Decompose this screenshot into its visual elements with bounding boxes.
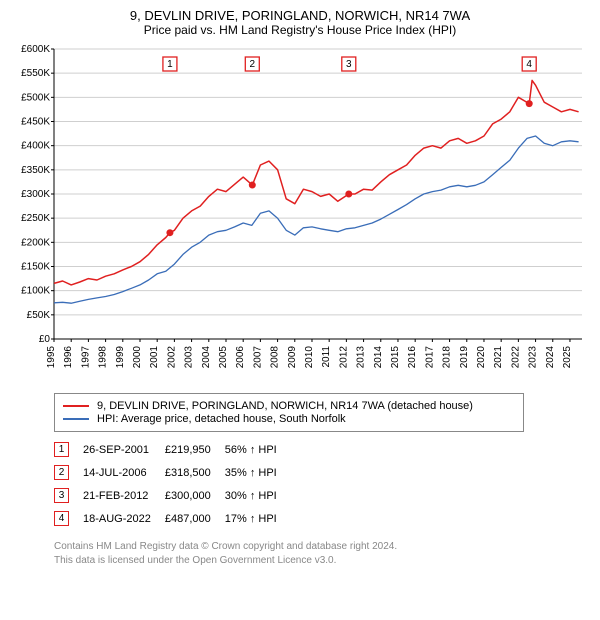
y-tick-label: £250K	[21, 213, 50, 224]
legend-label: HPI: Average price, detached house, Sout…	[97, 413, 346, 425]
table-row: 1 26-SEP-2001£219,95056% ↑ HPI	[54, 438, 291, 461]
y-tick-label: £50K	[27, 310, 51, 321]
sale-vs-hpi: 56% ↑ HPI	[225, 438, 291, 461]
x-tick-label: 2024	[545, 346, 556, 369]
series-hpi	[54, 136, 579, 303]
footer-line2: This data is licensed under the Open Gov…	[54, 554, 590, 568]
table-row: 3 21-FEB-2012£300,00030% ↑ HPI	[54, 484, 291, 507]
sale-point	[345, 191, 352, 198]
price-chart: £0 £50K £100K £150K £200K £250K £300K £350K £400…	[10, 43, 590, 383]
sale-marker-num: 3	[346, 59, 352, 70]
sale-date: 18-AUG-2022	[83, 507, 165, 530]
sale-marker-num: 1	[167, 59, 173, 70]
x-tick-label: 2014	[373, 346, 384, 369]
sale-point	[166, 229, 173, 236]
sale-vs-hpi: 35% ↑ HPI	[225, 461, 291, 484]
sale-price: £487,000	[165, 507, 225, 530]
footer-line1: Contains HM Land Registry data © Crown c…	[54, 540, 590, 554]
sale-date: 26-SEP-2001	[83, 438, 165, 461]
table-row: 4 18-AUG-2022£487,00017% ↑ HPI	[54, 507, 291, 530]
sales-table: 1 26-SEP-2001£219,95056% ↑ HPI 2 14-JUL-200…	[54, 438, 291, 530]
x-tick-label: 2016	[407, 346, 418, 369]
y-tick-label: £500K	[21, 92, 50, 103]
x-tick-label: 2015	[390, 346, 401, 369]
table-row: 2 14-JUL-2006£318,50035% ↑ HPI	[54, 461, 291, 484]
sale-marker-box: 3	[54, 488, 69, 503]
chart-subtitle: Price paid vs. HM Land Registry's House …	[10, 23, 590, 37]
x-tick-label: 2017	[424, 346, 435, 369]
y-tick-label: £100K	[21, 286, 50, 297]
x-tick-label: 1997	[80, 346, 91, 369]
sale-marker-box: 4	[54, 511, 69, 526]
x-tick-label: 1996	[63, 346, 74, 369]
legend-swatch	[63, 405, 89, 407]
x-tick-label: 1998	[98, 346, 109, 369]
legend-item: 9, DEVLIN DRIVE, PORINGLAND, NORWICH, NR…	[63, 400, 515, 412]
x-tick-label: 2004	[201, 346, 212, 369]
y-tick-label: £200K	[21, 237, 50, 248]
sale-marker-num: 4	[526, 59, 532, 70]
legend-item: HPI: Average price, detached house, Sout…	[63, 413, 515, 425]
y-tick-label: £450K	[21, 117, 50, 128]
x-tick-label: 2005	[218, 346, 229, 369]
sale-price: £219,950	[165, 438, 225, 461]
chart-title: 9, DEVLIN DRIVE, PORINGLAND, NORWICH, NR…	[10, 8, 590, 23]
sale-marker-box: 2	[54, 465, 69, 480]
legend-swatch	[63, 418, 89, 420]
y-tick-label: £350K	[21, 165, 50, 176]
y-tick-label: £600K	[21, 44, 50, 55]
series-property	[54, 80, 579, 285]
x-tick-label: 2023	[528, 346, 539, 369]
x-tick-label: 2006	[235, 346, 246, 369]
x-tick-label: 2011	[321, 346, 332, 368]
sale-marker-box: 1	[54, 442, 69, 457]
y-tick-label: £400K	[21, 141, 50, 152]
y-tick-label: £0	[39, 334, 51, 345]
x-tick-label: 2001	[149, 346, 160, 369]
x-tick-label: 2003	[184, 346, 195, 369]
y-tick-label: £150K	[21, 262, 50, 273]
x-tick-label: 1995	[46, 346, 57, 369]
attribution: Contains HM Land Registry data © Crown c…	[54, 540, 590, 567]
title-block: 9, DEVLIN DRIVE, PORINGLAND, NORWICH, NR…	[10, 8, 590, 37]
x-tick-label: 1999	[115, 346, 126, 369]
x-tick-label: 2010	[304, 346, 315, 369]
sale-date: 14-JUL-2006	[83, 461, 165, 484]
sale-price: £300,000	[165, 484, 225, 507]
sale-vs-hpi: 17% ↑ HPI	[225, 507, 291, 530]
sale-date: 21-FEB-2012	[83, 484, 165, 507]
x-tick-label: 2012	[338, 346, 349, 369]
y-tick-label: £550K	[21, 68, 50, 79]
x-tick-label: 2022	[510, 346, 521, 369]
x-tick-label: 2008	[270, 346, 281, 369]
legend-label: 9, DEVLIN DRIVE, PORINGLAND, NORWICH, NR…	[97, 400, 473, 412]
sale-marker-num: 2	[250, 59, 256, 70]
sale-vs-hpi: 30% ↑ HPI	[225, 484, 291, 507]
x-tick-label: 2019	[459, 346, 470, 369]
x-tick-label: 2000	[132, 346, 143, 369]
x-tick-label: 2007	[252, 346, 263, 369]
x-tick-label: 2009	[287, 346, 298, 369]
x-tick-label: 2002	[166, 346, 177, 369]
x-tick-label: 2021	[493, 346, 504, 369]
x-tick-label: 2025	[562, 346, 573, 369]
sale-point	[249, 182, 256, 189]
x-tick-label: 2013	[356, 346, 367, 369]
page: 9, DEVLIN DRIVE, PORINGLAND, NORWICH, NR…	[0, 0, 600, 620]
legend: 9, DEVLIN DRIVE, PORINGLAND, NORWICH, NR…	[54, 393, 524, 432]
x-tick-label: 2018	[442, 346, 453, 369]
sale-price: £318,500	[165, 461, 225, 484]
y-tick-label: £300K	[21, 189, 50, 200]
sale-point	[526, 100, 533, 107]
x-tick-label: 2020	[476, 346, 487, 369]
